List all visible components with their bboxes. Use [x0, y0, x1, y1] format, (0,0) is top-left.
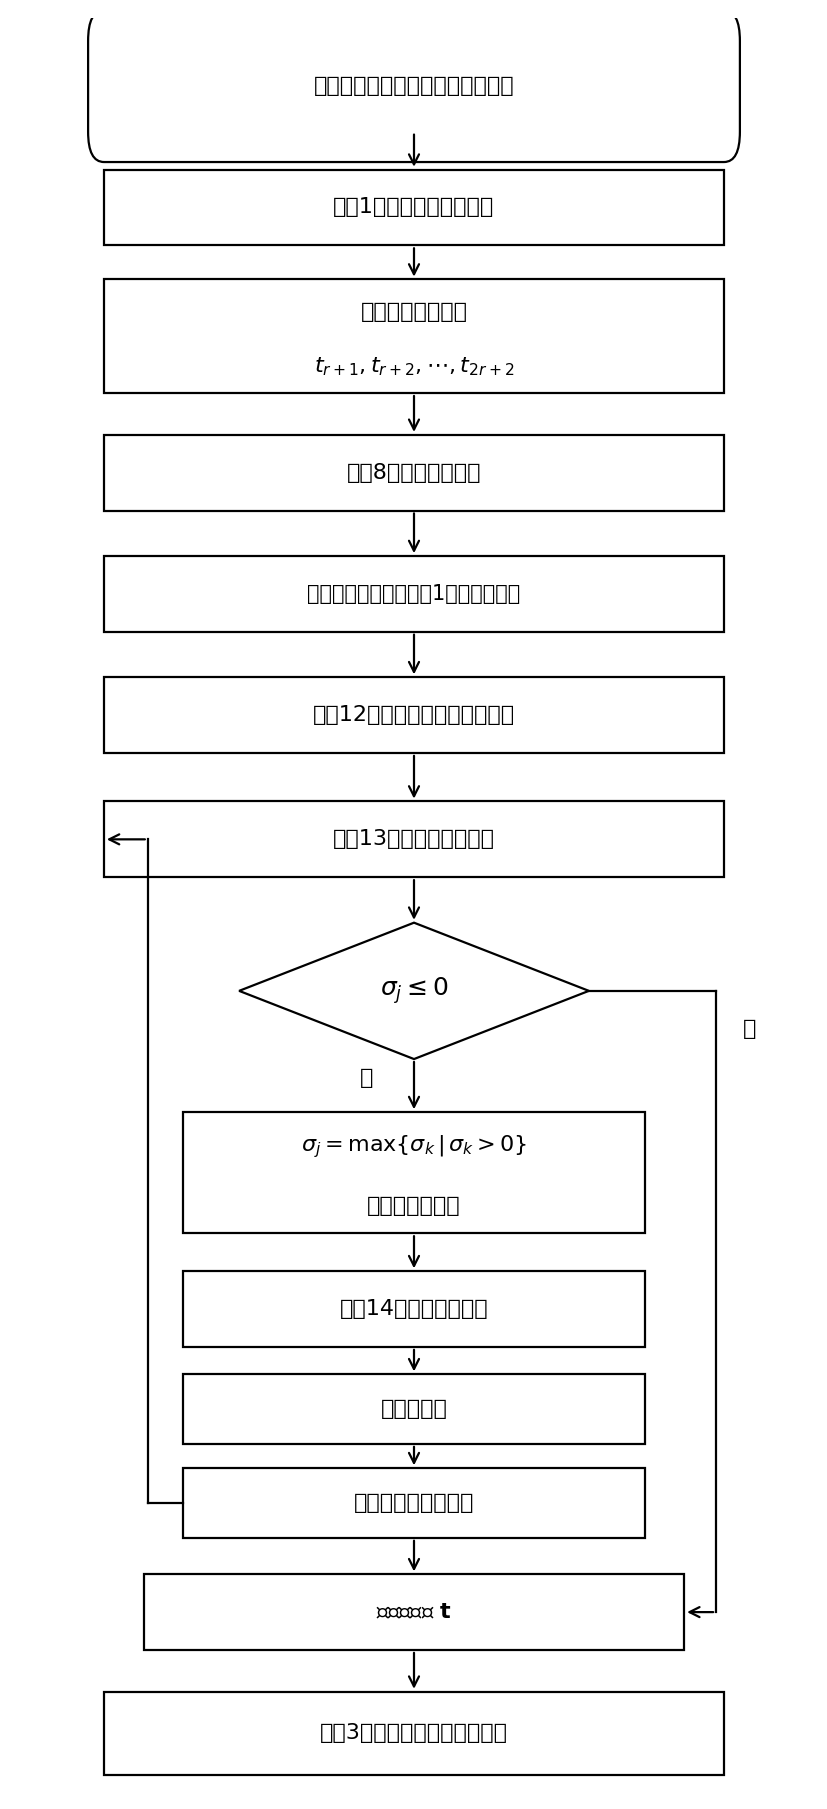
Bar — [104, 801, 723, 877]
Text: 新基变量可行解计算: 新基变量可行解计算 — [353, 1492, 474, 1512]
Text: 式（14）确定换出变量: 式（14）确定换出变量 — [339, 1299, 488, 1319]
Text: 基变量替换: 基变量替换 — [380, 1398, 447, 1418]
Text: $t_{r+1},t_{r+2},\cdots,t_{2r+2}$: $t_{r+1},t_{r+2},\cdots,t_{2r+2}$ — [313, 355, 514, 378]
Text: $\sigma_j \leq 0$: $\sigma_j \leq 0$ — [380, 975, 447, 1006]
Bar — [184, 1469, 643, 1538]
Bar — [184, 1272, 643, 1348]
Bar — [104, 1691, 723, 1775]
Bar — [104, 170, 723, 246]
Text: 式（13）进行最优性检验: 式（13）进行最优性检验 — [332, 829, 495, 850]
Text: 输出最优解 $\mathbf{t}$: 输出最优解 $\mathbf{t}$ — [376, 1603, 451, 1623]
Text: $\sigma_j = \max\left\{\sigma_k\,|\,\sigma_k > 0\right\}$: $\sigma_j = \max\left\{\sigma_k\,|\,\sig… — [301, 1134, 526, 1160]
Text: 式（1）计算飞轮安装矩阵: 式（1）计算飞轮安装矩阵 — [333, 197, 494, 217]
Text: 飞轮角动量饱和值、飞轮安装布局: 飞轮角动量饱和值、飞轮安装布局 — [313, 76, 514, 96]
Text: 确定初始基变量，按表1建立单纯形表: 确定初始基变量，按表1建立单纯形表 — [307, 584, 520, 604]
Text: 式（3）计算三轴角动量输出值: 式（3）计算三轴角动量输出值 — [319, 1724, 508, 1744]
Text: 是: 是 — [742, 1018, 755, 1038]
Text: 否: 否 — [359, 1067, 372, 1087]
Bar — [104, 279, 723, 393]
FancyBboxPatch shape — [88, 11, 739, 163]
Bar — [184, 1375, 643, 1444]
Bar — [104, 434, 723, 510]
Text: 确定换入基变量: 确定换入基变量 — [366, 1196, 461, 1216]
Bar — [144, 1574, 683, 1650]
Bar — [184, 1113, 643, 1234]
Bar — [104, 555, 723, 631]
Text: 引入非负松弛变量: 引入非负松弛变量 — [360, 302, 467, 322]
Bar — [104, 677, 723, 753]
Text: 式（12）计算初始基变量可行解: 式（12）计算初始基变量可行解 — [313, 706, 514, 725]
Text: 式（8）计算目标函数: 式（8）计算目标函数 — [347, 463, 480, 483]
Polygon shape — [239, 923, 588, 1058]
